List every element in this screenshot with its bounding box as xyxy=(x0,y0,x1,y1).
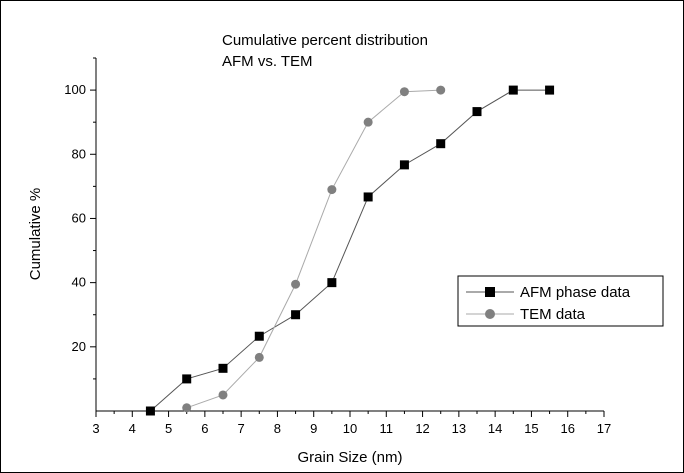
afm-data-point xyxy=(399,160,409,170)
afm-data-point xyxy=(363,192,373,202)
x-tick-label: 8 xyxy=(274,421,281,436)
x-tick-label: 7 xyxy=(238,421,245,436)
x-ticks: 3 4 5 6 7 8 9 10 11 12 13 14 15 16 17 xyxy=(92,411,611,436)
y-tick-label: 40 xyxy=(72,275,86,290)
x-tick-label: 5 xyxy=(165,421,172,436)
afm-data-point xyxy=(182,374,192,384)
afm-data-point xyxy=(218,363,228,373)
x-tick-label: 17 xyxy=(597,421,611,436)
tem-data-point xyxy=(291,279,301,289)
y-axis-label: Cumulative % xyxy=(27,188,44,281)
afm-data-point xyxy=(472,107,482,117)
x-tick-label: 12 xyxy=(415,421,429,436)
afm-data-point xyxy=(327,278,337,288)
y-tick-label: 100 xyxy=(64,82,86,97)
series-layer xyxy=(145,85,555,416)
legend-tem-label: TEM data xyxy=(520,306,586,323)
tem-data-point xyxy=(218,390,228,400)
x-axis-label: Grain Size (nm) xyxy=(297,449,402,466)
afm-data-point xyxy=(145,406,155,416)
x-tick-label: 3 xyxy=(92,421,99,436)
y-tick-label: 80 xyxy=(72,146,86,161)
afm-data-point xyxy=(291,310,301,320)
afm-data-point xyxy=(508,85,518,95)
afm-data-point xyxy=(254,331,264,341)
tem-data-point xyxy=(254,352,264,362)
afm-data-point xyxy=(436,139,446,149)
tem-data-point xyxy=(327,185,337,195)
legend: AFM phase data TEM data xyxy=(457,275,664,327)
x-tick-label: 6 xyxy=(201,421,208,436)
x-tick-label: 11 xyxy=(380,421,394,436)
tem-data-point xyxy=(182,403,192,413)
y-tick-label: 20 xyxy=(72,339,86,354)
legend-afm-label: AFM phase data xyxy=(520,284,631,301)
tem-data-point xyxy=(363,117,373,127)
chart-title: Cumulative percent distribution xyxy=(222,32,428,49)
tem-data-point xyxy=(436,85,446,95)
x-tick-label: 15 xyxy=(524,421,538,436)
y-ticks: 20 40 60 80 100 xyxy=(64,57,96,380)
x-tick-label: 14 xyxy=(488,421,502,436)
afm-data-point xyxy=(545,85,555,95)
legend-afm-marker xyxy=(485,287,495,297)
chart-subtitle: AFM vs. TEM xyxy=(222,53,313,70)
x-tick-label: 4 xyxy=(129,421,136,436)
legend-tem-marker xyxy=(485,309,495,319)
series-line-tem xyxy=(186,89,441,409)
x-tick-label: 10 xyxy=(343,421,357,436)
x-tick-label: 9 xyxy=(310,421,317,436)
y-tick-label: 60 xyxy=(72,210,86,225)
series-line-afm xyxy=(150,89,550,412)
x-tick-label: 13 xyxy=(452,421,466,436)
tem-data-point xyxy=(399,87,409,97)
x-tick-label: 16 xyxy=(560,421,574,436)
